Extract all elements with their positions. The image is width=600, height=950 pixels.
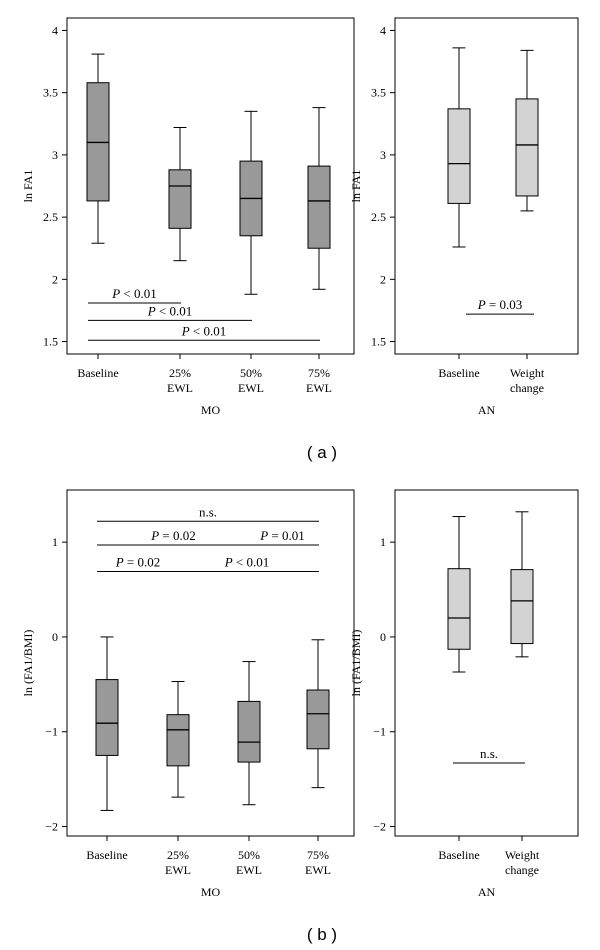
a-mo-x-tick-label: 25% EWL [167, 366, 193, 395]
b-mo-significance-1: P = 0.02 [97, 528, 250, 546]
panel-a-mo: 1.5 2 2.5 3 3.5 4 ln FA1 Baseline 25% EWL 50% EWL 75… [21, 17, 355, 417]
b-mo-y-tick-label: −2 [45, 820, 58, 834]
iqr-box [447, 568, 471, 650]
a-mo-box-3 [307, 107, 331, 290]
a-an-y-axis-label: ln FA1 [349, 170, 363, 203]
a-an-y-tick-label: 3.5 [371, 86, 386, 100]
iqr-box [168, 169, 192, 229]
b-mo-y-axis-label: ln (FA1/BMI) [21, 630, 35, 697]
significance-label: n.s. [199, 504, 217, 519]
significance-label: P = 0.02 [150, 528, 196, 543]
b-an-y-tick-label: −2 [373, 820, 386, 834]
a-mo-box-2 [239, 110, 263, 295]
b-an-y-tick-label: 0 [380, 630, 386, 644]
significance-label: P < 0.01 [224, 555, 270, 570]
subfigure-label-b: ( b ) [307, 925, 337, 944]
b-mo-x-tick-label: 50% EWL [236, 848, 262, 877]
b-mo-box-1 [166, 680, 190, 798]
b-mo-significance-4: P < 0.01 [175, 555, 319, 573]
iqr-box [95, 679, 119, 756]
a-an-x-tick-label: Baseline [438, 366, 479, 380]
a-mo-box-1 [168, 127, 192, 262]
a-an-box-0 [447, 47, 471, 248]
b-mo-y-tick-label: 1 [52, 535, 58, 549]
panel-a-an: 1.5 2 2.5 3 3.5 4 ln FA1 Baseline Weight change AN… [349, 17, 579, 417]
iqr-box [237, 700, 261, 763]
subfigure-label-a: ( a ) [307, 443, 337, 462]
significance-label: P = 0.03 [477, 297, 523, 312]
b-an-x-tick-label: Weight change [505, 848, 540, 877]
a-mo-x-tick-label: 75% EWL [306, 366, 332, 395]
a-mo-x-tick-label: 50% EWL [238, 366, 264, 395]
a-an-y-tick-label: 3 [380, 148, 386, 162]
a-mo-y-tick-label: 4 [52, 23, 58, 37]
iqr-box [447, 108, 471, 204]
a-an-box-1 [515, 49, 539, 212]
iqr-box [307, 165, 331, 249]
significance-label: n.s. [480, 746, 498, 761]
b-an-box-0 [447, 516, 471, 673]
iqr-box [166, 714, 190, 767]
a-mo-y-tick-label: 3 [52, 148, 58, 162]
iqr-box [515, 98, 539, 197]
b-mo-significance-2: P = 0.01 [246, 528, 319, 546]
a-mo-y-axis-label: ln FA1 [21, 170, 35, 203]
panel-b-mo: −2 −1 0 1 ln (FA1/BMI) Baseline 25% EWL 50% EWL 75… [21, 489, 355, 899]
b-mo-box-2 [237, 661, 261, 806]
a-an-y-tick-label: 1.5 [371, 335, 386, 349]
a-mo-y-tick-label: 3.5 [43, 86, 58, 100]
a-mo-x-axis-label: MO [201, 403, 221, 417]
b-an-y-axis-label: ln (FA1/BMI) [349, 630, 363, 697]
a-an-x-axis-label: AN [478, 403, 496, 417]
b-an-y-tick-label: 1 [380, 535, 386, 549]
b-an-box-1 [510, 511, 534, 658]
significance-label: P < 0.01 [111, 286, 157, 301]
b-mo-significance-3: P = 0.02 [97, 555, 179, 573]
iqr-box [510, 569, 534, 645]
significance-label: P = 0.02 [115, 555, 161, 570]
b-mo-y-tick-label: −1 [45, 725, 58, 739]
a-an-y-tick-label: 2.5 [371, 210, 386, 224]
a-an-y-tick-label: 4 [380, 23, 386, 37]
panel-b-an: −2 −1 0 1 ln (FA1/BMI) Baseline Weight change AN… [349, 489, 579, 899]
a-mo-plot-frame [66, 17, 355, 355]
a-mo-y-tick-label: 1.5 [43, 335, 58, 349]
b-an-x-tick-label: Baseline [438, 848, 479, 862]
a-mo-significance-0: P < 0.01 [88, 286, 181, 304]
significance-label: P = 0.01 [259, 528, 305, 543]
b-mo-box-0 [95, 636, 119, 811]
iqr-box [306, 689, 330, 750]
a-mo-y-tick-label: 2 [52, 272, 58, 286]
b-an-significance-0: n.s. [453, 746, 525, 764]
a-mo-significance-1: P < 0.01 [88, 303, 252, 321]
b-mo-x-axis-label: MO [201, 885, 221, 899]
significance-label: P < 0.01 [147, 303, 193, 318]
b-mo-y-tick-label: 0 [52, 630, 58, 644]
b-mo-significance-0: n.s. [97, 504, 319, 522]
a-an-plot-frame [394, 17, 579, 355]
a-mo-x-tick-label: Baseline [77, 366, 118, 380]
a-an-y-tick-label: 2 [380, 272, 386, 286]
b-an-y-tick-label: −1 [373, 725, 386, 739]
b-mo-x-tick-label: 25% EWL [165, 848, 191, 877]
a-an-x-tick-label: Weight change [510, 366, 545, 395]
a-mo-significance-2: P < 0.01 [88, 323, 320, 341]
significance-label: P < 0.01 [181, 323, 227, 338]
b-mo-box-3 [306, 639, 330, 789]
b-mo-x-tick-label: Baseline [86, 848, 127, 862]
b-mo-x-tick-label: 75% EWL [305, 848, 331, 877]
b-an-x-axis-label: AN [478, 885, 496, 899]
a-mo-y-tick-label: 2.5 [43, 210, 58, 224]
b-an-plot-frame [394, 489, 579, 837]
a-an-significance-0: P = 0.03 [466, 297, 534, 315]
b-mo-plot-frame [66, 489, 355, 837]
a-mo-box-0 [86, 53, 110, 244]
